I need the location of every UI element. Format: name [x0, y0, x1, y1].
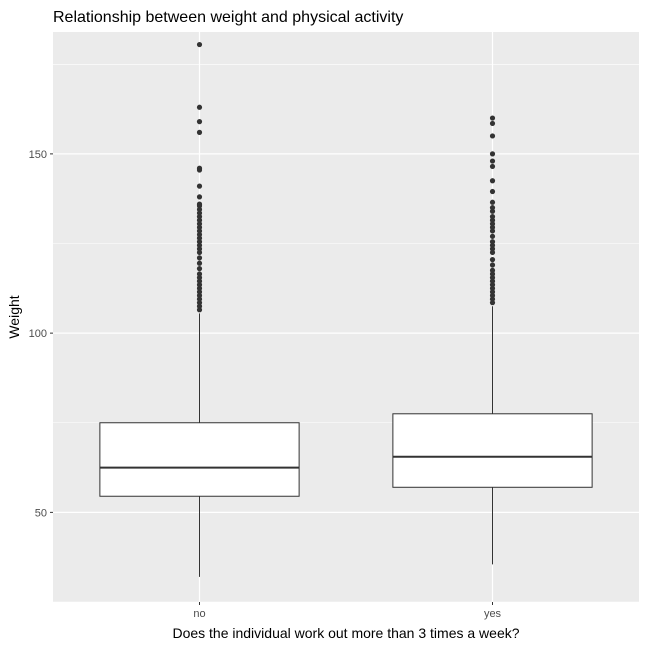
outlier-point	[489, 262, 496, 268]
outlier-point	[489, 274, 496, 281]
chart-title: Relationship between weight and physical…	[53, 9, 403, 26]
iqr-box	[99, 422, 300, 497]
outlier-point	[196, 210, 203, 216]
outlier-point	[489, 292, 496, 299]
outlier-point	[196, 285, 203, 291]
outlier-point	[489, 300, 496, 306]
outlier-point	[196, 260, 203, 266]
outlier-point	[489, 271, 496, 277]
outlier-point	[196, 249, 203, 256]
outlier-point	[196, 278, 203, 284]
outlier-point	[196, 274, 203, 281]
outlier-point	[196, 224, 203, 230]
outlier-point	[489, 239, 496, 245]
y-tick-label: 150	[29, 149, 47, 161]
outlier-point	[196, 303, 203, 309]
outlier-point	[196, 239, 203, 245]
x-tick-label-yes: yes	[484, 608, 502, 620]
outlier-point	[196, 206, 203, 213]
iqr-box	[392, 413, 593, 488]
outlier-point	[196, 246, 203, 252]
outlier-point	[196, 228, 203, 234]
outlier-point	[489, 133, 496, 139]
outlier-point	[196, 221, 203, 227]
outlier-point	[196, 296, 203, 302]
boxes	[99, 41, 593, 577]
x-tick-label-no: no	[193, 608, 205, 620]
outlier-point	[489, 178, 496, 184]
outlier-point	[489, 163, 496, 170]
outlier-point	[489, 249, 496, 256]
y-axis-title: Weight	[6, 295, 22, 338]
outlier-point	[196, 242, 203, 248]
box-group-no	[99, 41, 300, 577]
outlier-point	[489, 285, 496, 291]
outlier-point	[196, 307, 203, 313]
outlier-point	[196, 183, 203, 189]
plot-panel	[53, 32, 639, 602]
outlier-point	[196, 214, 203, 220]
outlier-point	[196, 271, 203, 277]
outlier-point	[489, 246, 496, 252]
outlier-point	[196, 255, 203, 261]
outlier-point	[489, 289, 496, 295]
outlier-point	[489, 199, 496, 205]
outlier-point	[489, 224, 496, 230]
outlier-point	[196, 231, 203, 238]
outlier-point	[489, 257, 496, 263]
outlier-point	[196, 201, 203, 207]
outlier-point	[196, 235, 203, 241]
outlier-point	[196, 292, 203, 299]
outlier-point	[489, 214, 496, 220]
outlier-point	[196, 194, 203, 200]
outlier-point	[489, 221, 496, 227]
outlier-point	[489, 228, 496, 234]
y-tick-label: 50	[35, 507, 47, 519]
outlier-point	[489, 267, 496, 273]
outlier-point	[196, 129, 203, 135]
box-group-yes	[392, 115, 593, 565]
y-tick-label: 100	[29, 328, 47, 340]
y-axis-ticks: 50 100 150	[29, 149, 53, 519]
outlier-point	[489, 282, 496, 288]
outlier-point	[196, 266, 203, 272]
outlier-point	[489, 205, 496, 211]
outlier-point	[196, 41, 203, 48]
outlier-point	[489, 120, 496, 127]
outlier-point	[196, 282, 203, 288]
outlier-point	[489, 296, 496, 302]
outlier-point	[196, 300, 203, 306]
outlier-point	[489, 158, 496, 164]
x-axis-title: Does the individual work out more than 3…	[172, 625, 519, 641]
outlier-point	[489, 233, 496, 239]
outlier-point	[489, 188, 496, 195]
outlier-point	[489, 151, 496, 157]
outlier-point	[196, 119, 203, 125]
outlier-point	[196, 165, 203, 171]
x-axis-ticks: no yes	[193, 602, 502, 620]
outlier-point	[489, 208, 496, 214]
outlier-point	[489, 278, 496, 284]
outlier-point	[489, 217, 496, 223]
outlier-point	[489, 242, 496, 248]
outlier-point	[196, 289, 203, 295]
outlier-point	[489, 115, 496, 121]
outlier-point	[196, 104, 203, 110]
outlier-point	[196, 217, 203, 223]
